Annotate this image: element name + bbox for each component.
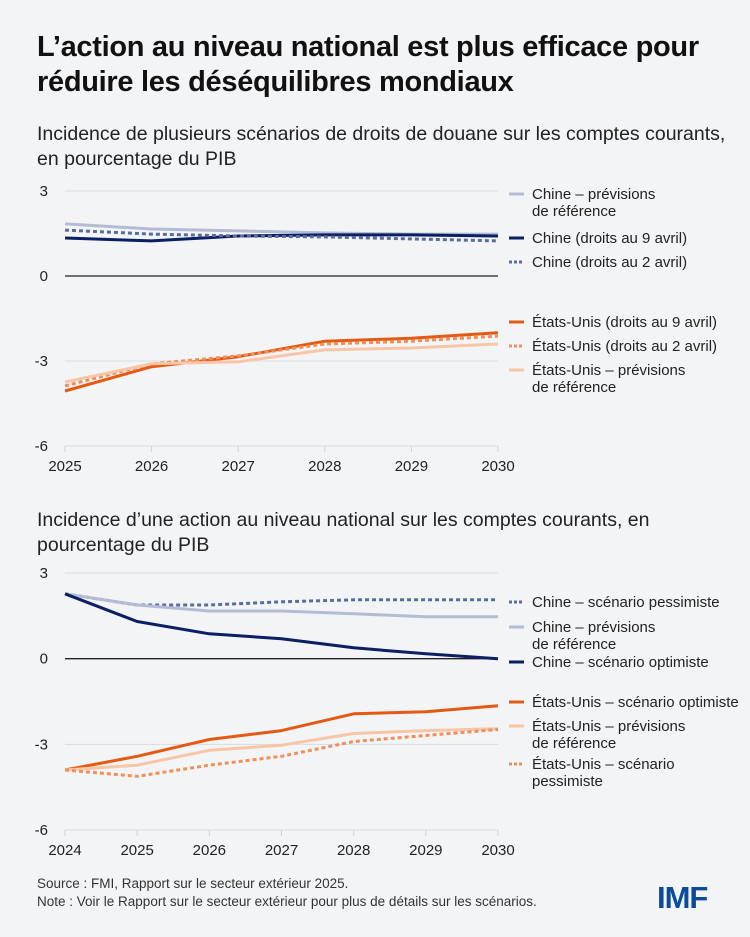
legend-label: de référence	[532, 636, 616, 653]
chart-main-title: L’action au niveau national est plus eff…	[37, 31, 699, 98]
series-line-3	[64, 331, 499, 393]
series-line-5	[64, 342, 499, 384]
x-tick-label: 2029	[395, 458, 428, 475]
legend-label: Chine – prévisions	[532, 186, 655, 203]
chart-1-title: Incidence de plusieurs scénarios de droi…	[37, 123, 726, 170]
x-tick-label: 2027	[222, 458, 255, 475]
y-tick-label: 3	[40, 565, 48, 582]
legend-label: de référence	[532, 203, 616, 220]
x-tick-label: 2030	[481, 458, 514, 475]
x-tick-label: 2027	[265, 842, 298, 859]
y-tick-label: -3	[35, 736, 48, 753]
y-tick-label: 0	[40, 651, 48, 668]
legend-label: États-Unis (droits au 9 avril)	[532, 314, 717, 331]
legend-label: Chine – prévisions	[532, 619, 655, 636]
legend-label: États-Unis – prévisions	[532, 362, 685, 379]
legend-label: Chine – scénario pessimiste	[532, 594, 720, 611]
legend-label: États-Unis – scénario optimiste	[532, 694, 739, 711]
y-tick-label: -3	[35, 353, 48, 370]
series-line-3	[64, 704, 499, 772]
x-tick-label: 2029	[409, 842, 442, 859]
x-tick-label: 2024	[48, 842, 81, 859]
y-tick-label: -6	[35, 822, 48, 839]
series-line-2	[64, 592, 499, 661]
imf-logo: IMF	[657, 880, 708, 915]
legend-label: de référence	[532, 379, 616, 396]
legend-label: Chine (droits au 9 avril)	[532, 230, 687, 247]
y-tick-label: 3	[40, 183, 48, 200]
legend-label: Chine (droits au 2 avril)	[532, 254, 687, 271]
x-tick-label: 2026	[135, 458, 168, 475]
y-tick-label: -6	[35, 438, 48, 455]
series-line-5	[64, 728, 499, 778]
chart-2-title: Incidence d’une action au niveau nationa…	[37, 509, 650, 556]
x-tick-label: 2025	[120, 842, 153, 859]
legend-label: États-Unis (droits au 2 avril)	[532, 338, 717, 355]
x-tick-label: 2030	[481, 842, 514, 859]
series-line-1	[64, 592, 498, 619]
legend-label: pessimiste	[532, 773, 603, 790]
series-line-2	[64, 228, 499, 243]
legend-label: de référence	[532, 735, 616, 752]
legend-label: États-Unis – scénario	[532, 756, 675, 773]
x-tick-label: 2026	[193, 842, 226, 859]
x-tick-label: 2028	[337, 842, 370, 859]
series-line-4	[64, 334, 499, 388]
footer-notes: Source : FMI, Rapport sur le secteur ext…	[37, 875, 537, 911]
legend-label: Chine – scénario optimiste	[532, 654, 709, 671]
x-tick-label: 2028	[308, 458, 341, 475]
note-text: Note : Voir le Rapport sur le secteur ex…	[37, 894, 537, 909]
series-line-4	[64, 727, 499, 772]
y-tick-label: 0	[40, 268, 48, 285]
series-line-1	[64, 233, 499, 243]
legend-label: États-Unis – prévisions	[532, 718, 685, 735]
x-tick-label: 2025	[48, 458, 81, 475]
source-note: Source : FMI, Rapport sur le secteur ext…	[37, 876, 349, 891]
